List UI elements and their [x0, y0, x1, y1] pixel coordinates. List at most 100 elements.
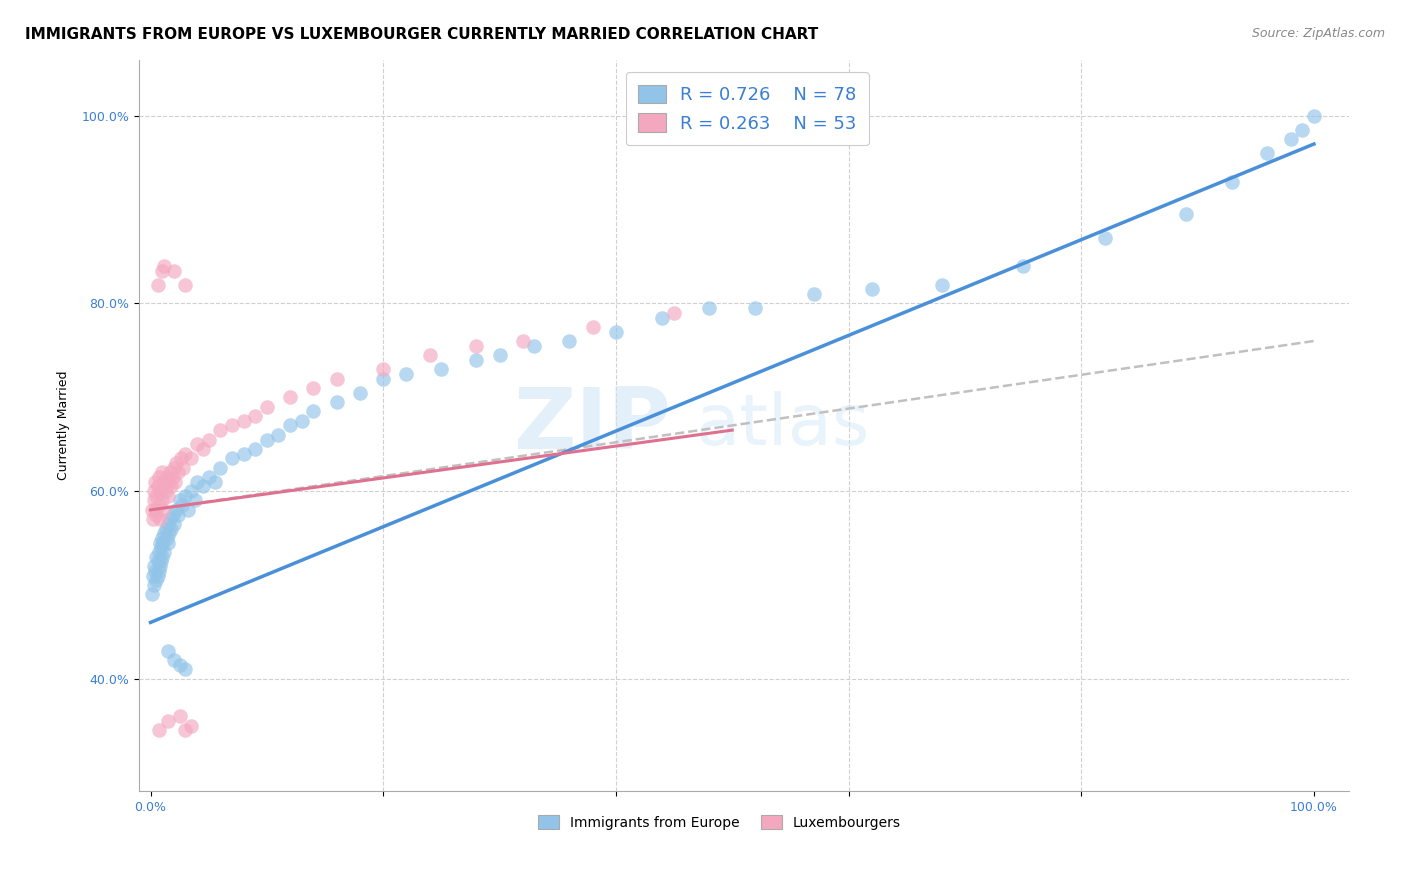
Point: [558, 334, 581, 348]
Point: [232, 414, 254, 428]
Point: [141, 503, 163, 517]
Point: [430, 362, 453, 376]
Point: [167, 466, 190, 480]
Point: [156, 535, 179, 549]
Point: [174, 489, 197, 503]
Y-axis label: Currently Married: Currently Married: [58, 371, 70, 480]
Point: [373, 371, 395, 385]
Point: [143, 559, 166, 574]
Point: [145, 489, 167, 503]
Point: [146, 554, 169, 568]
Point: [142, 568, 165, 582]
Point: [148, 498, 170, 512]
Text: atlas: atlas: [696, 391, 870, 460]
Point: [150, 493, 173, 508]
Point: [145, 549, 167, 564]
Point: [170, 498, 193, 512]
Point: [156, 516, 179, 531]
Point: [162, 470, 184, 484]
Point: [150, 541, 173, 555]
Point: [267, 427, 290, 442]
Point: [191, 479, 214, 493]
Point: [150, 466, 173, 480]
Point: [1012, 259, 1035, 273]
Point: [148, 564, 170, 578]
Point: [651, 310, 673, 325]
Point: [209, 460, 232, 475]
Point: [180, 451, 202, 466]
Point: [169, 657, 191, 672]
Point: [153, 526, 176, 541]
Point: [209, 423, 232, 437]
Point: [1279, 132, 1302, 146]
Point: [197, 470, 219, 484]
Point: [165, 456, 187, 470]
Point: [143, 493, 166, 508]
Point: [245, 409, 267, 423]
Point: [169, 709, 191, 723]
Point: [465, 339, 488, 353]
Point: [165, 503, 187, 517]
Point: [148, 723, 170, 738]
Point: [349, 385, 371, 400]
Point: [170, 451, 193, 466]
Point: [150, 549, 173, 564]
Point: [159, 512, 181, 526]
Point: [156, 714, 179, 728]
Point: [186, 437, 208, 451]
Point: [931, 277, 953, 292]
Point: [191, 442, 214, 456]
Text: ZIP: ZIP: [513, 384, 671, 467]
Point: [744, 301, 766, 315]
Legend: Immigrants from Europe, Luxembourgers: Immigrants from Europe, Luxembourgers: [533, 810, 907, 836]
Point: [197, 433, 219, 447]
Point: [162, 508, 184, 522]
Point: [156, 643, 179, 657]
Point: [465, 352, 488, 367]
Point: [174, 662, 197, 676]
Point: [156, 470, 179, 484]
Point: [150, 263, 173, 277]
Point: [325, 395, 347, 409]
Point: [160, 479, 183, 493]
Point: [662, 306, 685, 320]
Point: [146, 277, 169, 292]
Point: [302, 381, 325, 395]
Point: [146, 479, 169, 493]
Text: Source: ZipAtlas.com: Source: ZipAtlas.com: [1251, 27, 1385, 40]
Point: [373, 362, 395, 376]
Point: [163, 475, 186, 489]
Point: [204, 475, 226, 489]
Point: [1303, 109, 1326, 123]
Point: [221, 451, 243, 466]
Point: [159, 466, 181, 480]
Point: [149, 535, 172, 549]
Point: [160, 522, 183, 536]
Point: [184, 493, 207, 508]
Point: [142, 512, 165, 526]
Point: [153, 259, 176, 273]
Point: [803, 287, 825, 301]
Point: [1291, 123, 1313, 137]
Point: [163, 516, 186, 531]
Point: [155, 484, 177, 499]
Point: [488, 348, 510, 362]
Point: [174, 723, 197, 738]
Point: [177, 503, 200, 517]
Point: [169, 493, 191, 508]
Point: [146, 568, 169, 582]
Point: [167, 508, 190, 522]
Point: [148, 470, 170, 484]
Point: [302, 404, 325, 418]
Point: [143, 564, 166, 578]
Point: [163, 263, 186, 277]
Point: [150, 484, 173, 499]
Point: [157, 475, 180, 489]
Point: [172, 460, 194, 475]
Point: [149, 512, 172, 526]
Point: [148, 545, 170, 559]
Point: [581, 320, 603, 334]
Point: [512, 334, 534, 348]
Point: [395, 367, 418, 381]
Point: [1174, 207, 1197, 221]
